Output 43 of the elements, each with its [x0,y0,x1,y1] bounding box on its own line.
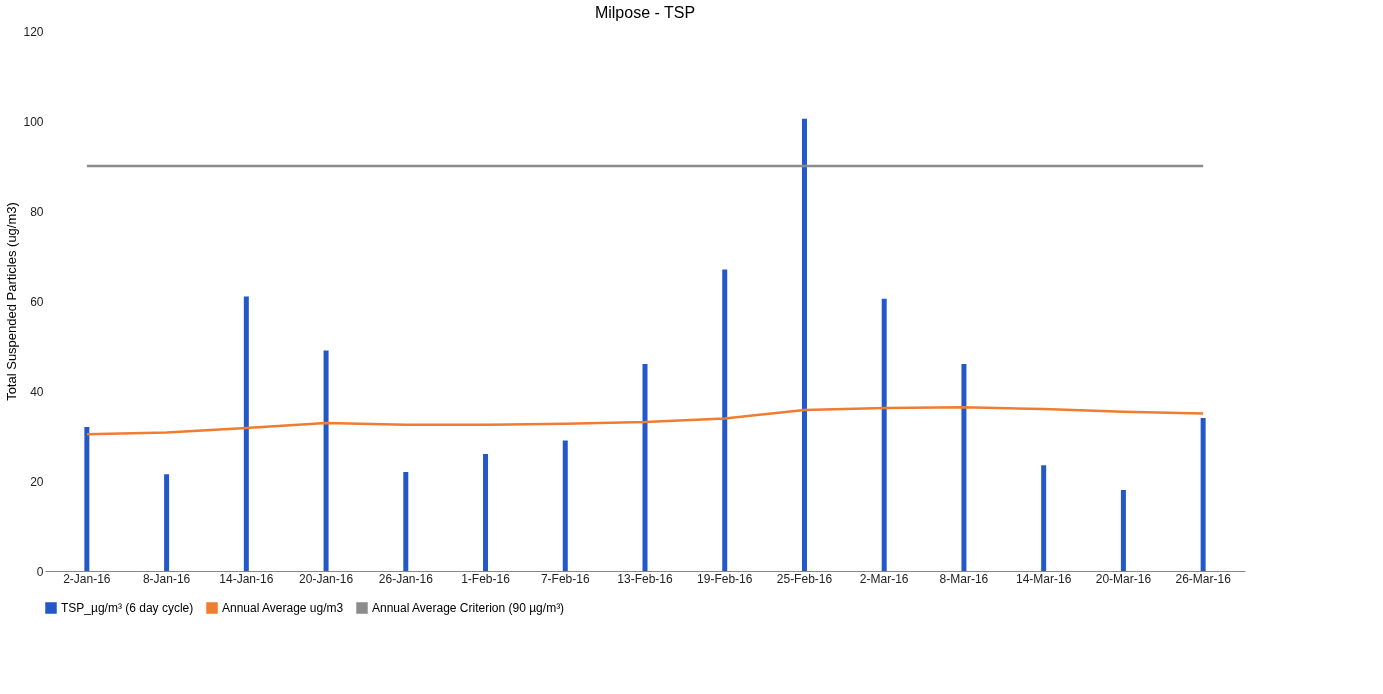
x-tick-label: 7-Feb-16 [540,571,590,586]
y-tick-label: 120 [23,24,44,39]
bar [403,472,409,571]
y-tick-label: 60 [30,294,44,309]
x-tick-label: 20-Jan-16 [299,571,354,586]
bar [483,454,489,571]
bar [961,364,967,571]
y-tick-label: 0 [36,564,44,579]
x-tick-label: 25-Feb-16 [776,571,833,586]
x-tick-label: 14-Mar-16 [1015,571,1072,586]
x-tick-label: 2-Mar-16 [859,571,909,586]
bar [642,364,648,571]
x-tick-label: 1-Feb-16 [461,571,511,586]
legend-label: Annual Average Criterion (90 µg/m³) [372,601,565,615]
bar [1120,490,1126,571]
y-tick-label: 20 [30,474,44,489]
bar [164,474,170,571]
bar [243,296,249,571]
legend-label: Annual Average ug/m3 [222,601,344,615]
bar [881,298,887,571]
x-tick-label: 20-Mar-16 [1095,571,1152,586]
chart-title: Milpose - TSP [594,4,696,21]
y-tick-label: 40 [30,384,44,399]
y-tick-label: 100 [23,114,44,129]
bar [562,440,568,571]
x-tick-label: 13-Feb-16 [617,571,673,586]
x-tick-label: 8-Jan-16 [142,571,191,586]
y-axis-title: Total Suspended Particles (ug/m3) [4,202,20,401]
x-tick-label: 26-Mar-16 [1175,571,1232,586]
bar [323,350,329,571]
bar [1200,418,1206,571]
bar [801,118,807,571]
y-tick-label: 80 [30,204,44,219]
legend-label: TSP_µg/m³ (6 day cycle) [61,601,194,615]
bar [722,269,728,571]
x-tick-label: 8-Mar-16 [939,571,989,586]
x-tick-label: 14-Jan-16 [219,571,274,586]
x-tick-label: 19-Feb-16 [697,571,753,586]
bar [84,427,90,571]
line-series [85,405,1205,436]
x-tick-label: 26-Jan-16 [378,571,434,586]
x-tick-label: 2-Jan-16 [63,571,111,586]
bar [1041,465,1047,571]
